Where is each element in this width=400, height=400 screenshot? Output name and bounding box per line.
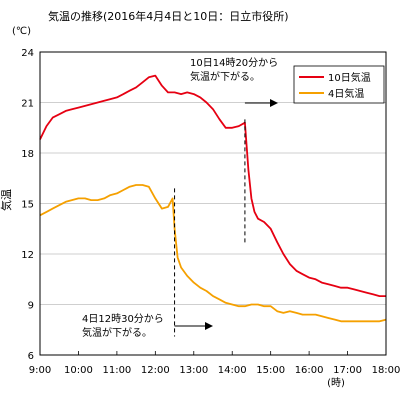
x-unit-label: (時) [327,377,345,389]
y-tick-label-0: 6 [28,351,34,362]
series-line-1 [39,184,387,323]
legend-label-series-0: 10日気温 [328,71,371,84]
y-axis-label: 気温 [0,189,13,211]
x-tick-label-6: 15:00 [256,365,285,376]
x-tick-label-7: 16:00 [295,365,324,376]
x-tick-label-1: 10:00 [64,365,93,376]
legend: 10日気温 4日気温 [293,65,385,104]
x-tick-label-4: 13:00 [179,365,208,376]
y-tick-label-6: 24 [21,48,34,59]
y-tick-labels: 6 9 12 15 18 21 24 [21,48,34,362]
x-tick-label-5: 14:00 [218,365,247,376]
x-tick-label-0: 9:00 [29,365,51,376]
annotation-text-0-0: 10日14時20分から [190,57,278,69]
y-tick-label-2: 12 [21,250,34,261]
plot-frame [39,51,387,356]
annotation-text-1-1: 気温が下がる。 [82,326,152,339]
y-tick-label-3: 15 [21,200,34,211]
x-tick-labels: 9:00 10:00 11:00 12:00 13:00 14:00 15:00 16:00 1… [29,351,400,376]
y-unit-label: (℃) [12,26,31,37]
series-line-0 [39,74,386,298]
y-tick-label-5: 21 [21,99,34,110]
legend-label-series-1: 4日気温 [328,87,364,100]
chart-title: 気温の推移(2016年4月4日と10日：日立市役所) [48,9,289,23]
x-tick-label-8: 17:00 [333,365,362,376]
x-tick-label-3: 12:00 [141,365,170,376]
y-tick-label-4: 18 [21,149,34,160]
annotation-arrowhead-0 [270,99,278,107]
series-lines [39,74,387,323]
legend-box [293,65,385,104]
annotation-arrowhead-1 [205,322,213,330]
x-tick-label-9: 18:00 [372,365,400,376]
y-tick-label-1: 9 [28,301,34,312]
gridlines [40,102,386,305]
annotation-text-0-1: 気温が下がる。 [190,70,260,83]
annotation-text-1-0: 4日12時30分から [82,313,164,325]
x-tick-label-2: 11:00 [102,365,131,376]
